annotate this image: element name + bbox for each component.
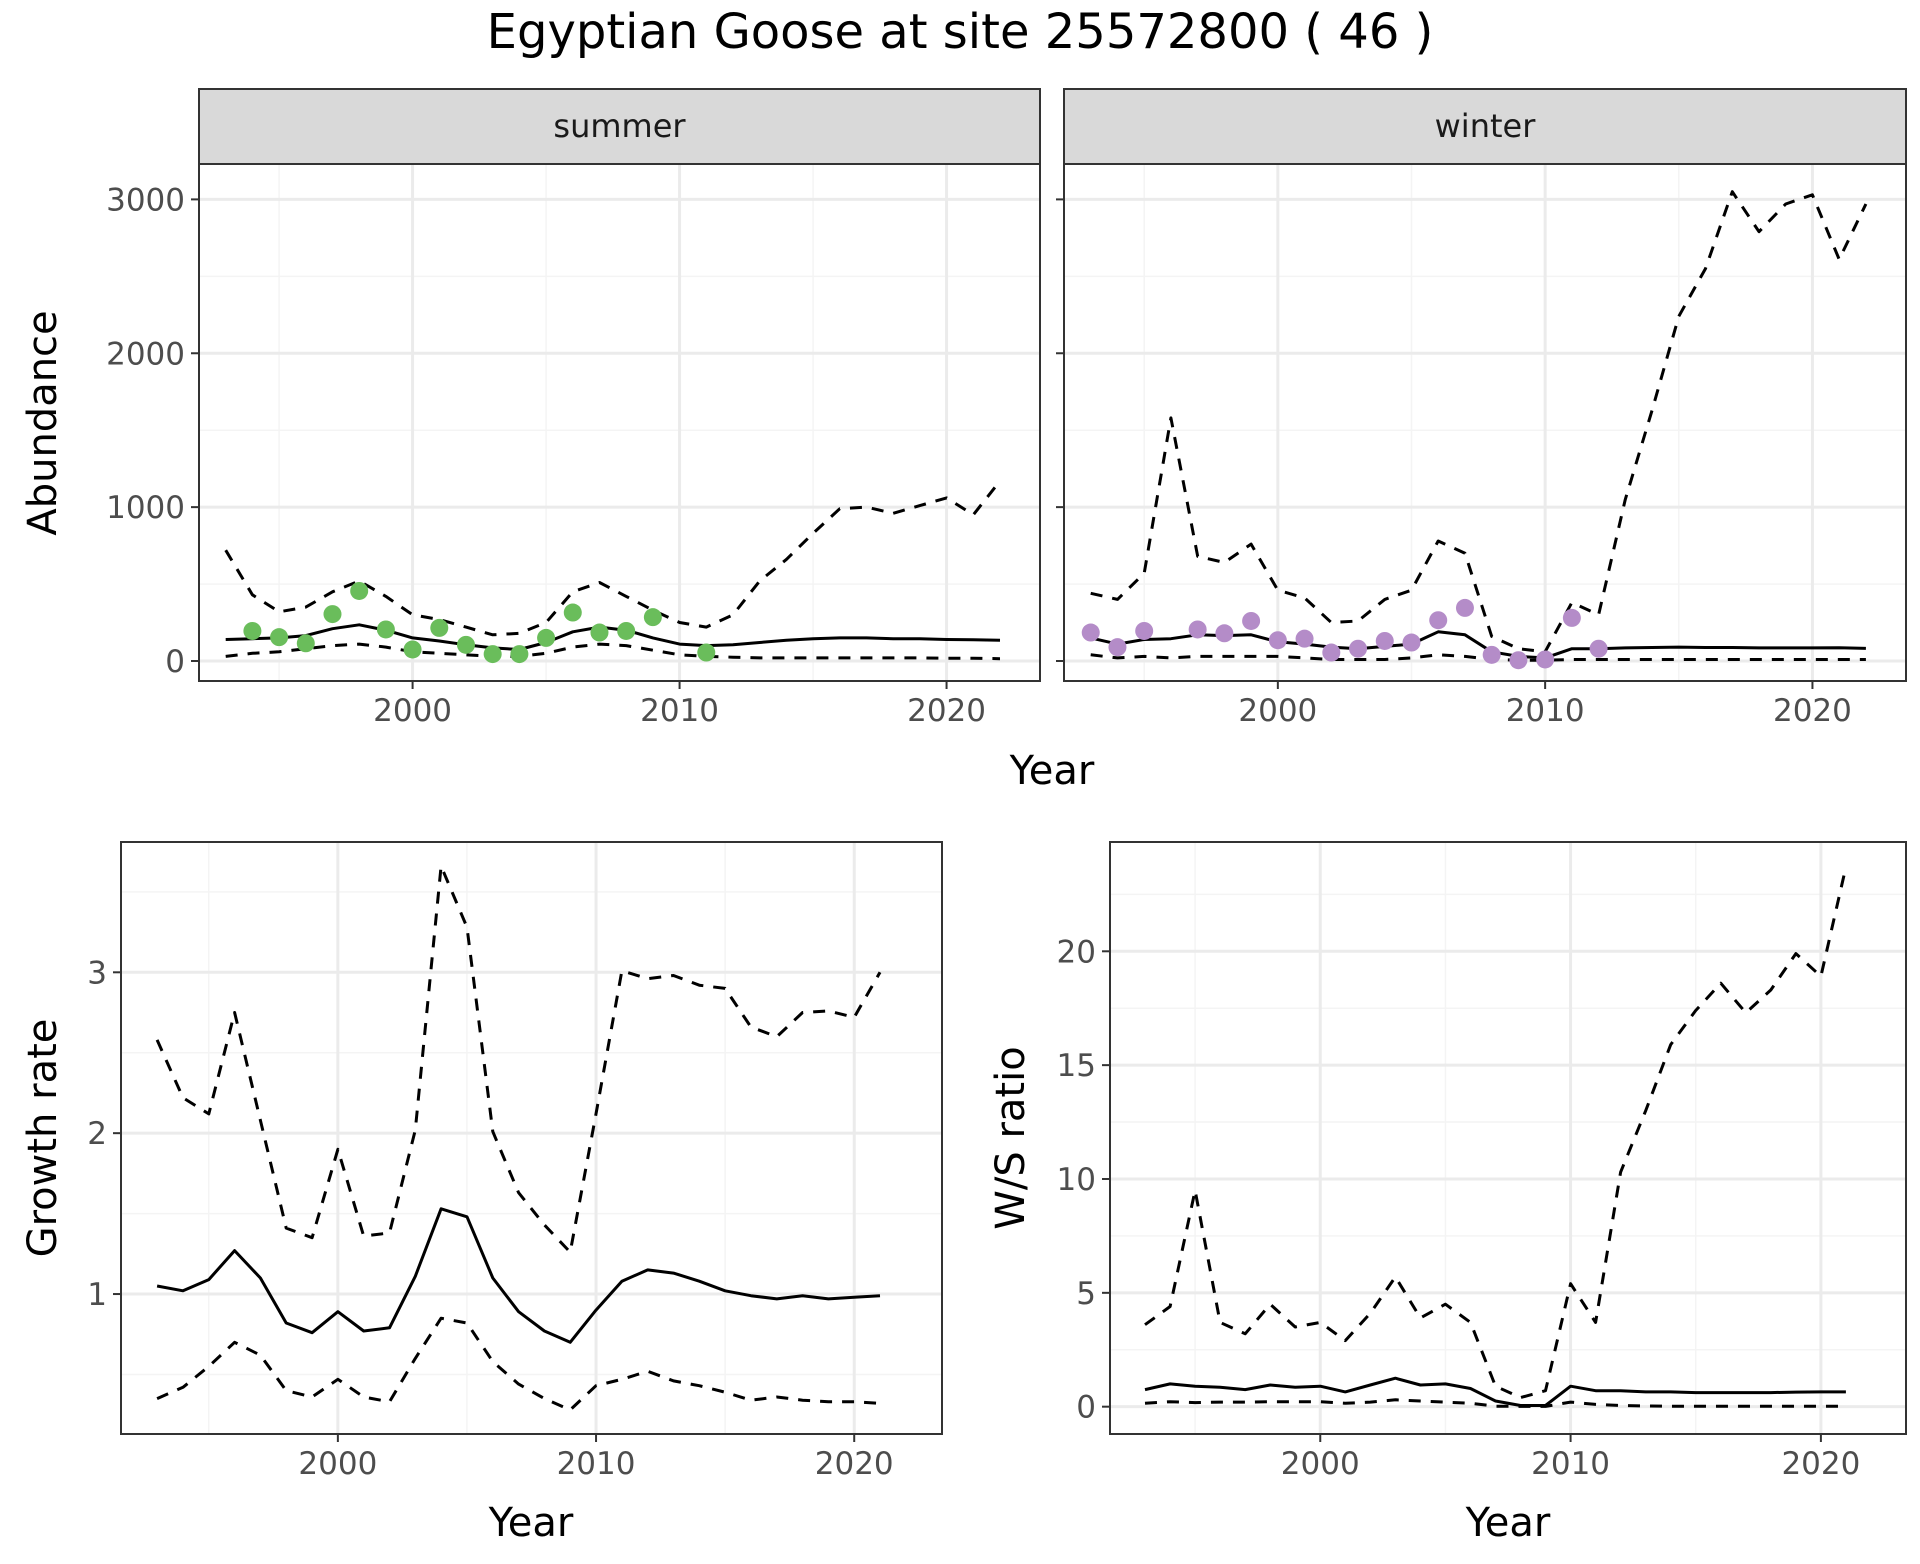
lower-bound-line (1090, 653, 1866, 662)
observed-point (643, 608, 662, 627)
plot-background (1110, 842, 1906, 1434)
panel-abundance-summer: summer 2000 2010 2020 0 1000 2000 3000 (106, 88, 1041, 729)
observed-point (1589, 639, 1608, 658)
observed-point (1188, 620, 1207, 639)
growth-rate-y-axis-label: Growth rate (20, 1019, 66, 1258)
x-tick-label: 2010 (1506, 693, 1585, 729)
x-tick-label: 2010 (557, 1446, 636, 1482)
x-tick-label: 2000 (1281, 1446, 1360, 1482)
x-tick-label: 2010 (640, 693, 719, 729)
observed-point (1268, 631, 1287, 650)
observed-point (590, 623, 609, 642)
observed-point (537, 628, 556, 647)
strip-label-summer: summer (553, 107, 686, 145)
observed-point (483, 645, 502, 664)
panel-ws-ratio: 2000 2010 2020 0 5 10 15 20 (1057, 841, 1907, 1482)
y-tick-label: 0 (1076, 1390, 1096, 1426)
observed-point (1242, 611, 1261, 630)
observed-point (1135, 621, 1154, 640)
growth-rate-x-axis-label: Year (488, 1500, 574, 1546)
y-tick-label: 3 (87, 955, 107, 991)
observed-point (403, 640, 422, 659)
x-tick-label: 2020 (815, 1446, 894, 1482)
observed-point (617, 621, 636, 640)
y-tick-label: 10 (1057, 1162, 1096, 1198)
observed-point (430, 618, 449, 637)
observed-point (243, 621, 262, 640)
observed-point (1295, 629, 1314, 648)
observed-point (1429, 611, 1448, 630)
y-tick-label: 3000 (106, 182, 185, 218)
y-tick-label: 20 (1057, 934, 1096, 970)
plot-background (1064, 164, 1906, 681)
y-tick-label: 0 (165, 644, 185, 680)
y-tick-label: 5 (1076, 1276, 1096, 1312)
observed-point (1402, 633, 1421, 652)
y-tick-label: 2 (87, 1116, 107, 1152)
strip-summer (198, 88, 1041, 165)
abundance-x-axis-label: Year (1009, 748, 1095, 794)
x-tick-label: 2000 (1238, 693, 1317, 729)
observed-point (323, 605, 342, 624)
upper-bound-line (155, 864, 882, 1254)
observed-point (270, 628, 289, 647)
x-tick-label: 2020 (1781, 1446, 1860, 1482)
y-tick-label: 2000 (106, 336, 185, 372)
y-tick-label: 15 (1057, 1048, 1096, 1084)
observed-point (510, 645, 529, 664)
estimate-line (156, 1207, 881, 1344)
lower-bound-line (225, 642, 1001, 661)
observed-point (456, 635, 475, 654)
figure-title: Egyptian Goose at site 25572800 ( 46 ) (487, 4, 1434, 60)
x-tick-label: 2010 (1531, 1446, 1610, 1482)
ws-ratio-y-axis-label: W/S ratio (988, 1046, 1034, 1229)
abundance-y-axis-label: Abundance (20, 310, 66, 535)
observed-point (1509, 651, 1528, 670)
strip-label-winter: winter (1435, 107, 1537, 145)
observed-point (1536, 650, 1555, 669)
estimate-line (1144, 1376, 1846, 1407)
observed-point (1081, 623, 1100, 642)
upper-bound-line (1090, 190, 1868, 654)
plot-background (121, 842, 942, 1434)
x-tick-label: 2020 (1773, 693, 1852, 729)
observed-point (296, 634, 315, 653)
y-tick-label: 1 (87, 1277, 107, 1313)
observed-point (1322, 643, 1341, 662)
x-tick-label: 2020 (907, 693, 986, 729)
panel-growth-rate: 2000 2010 2020 1 2 3 (87, 841, 943, 1482)
observed-point (563, 603, 582, 622)
x-tick-label: 2000 (373, 693, 452, 729)
upper-bound-line (1144, 866, 1848, 1400)
observed-point (697, 643, 716, 662)
x-tick-label: 2000 (298, 1446, 377, 1482)
estimate-line (225, 623, 1001, 651)
strip-winter (1063, 88, 1907, 165)
observed-point (1349, 639, 1368, 658)
observed-point (1482, 645, 1501, 664)
observed-point (1562, 608, 1581, 627)
observed-point (376, 620, 395, 639)
observed-point (1108, 638, 1127, 657)
ws-ratio-x-axis-label: Year (1465, 1500, 1551, 1546)
lower-bound-line (1144, 1398, 1846, 1408)
panel-abundance-winter: winter 2000 2010 2020 (1056, 88, 1907, 729)
observed-point (1455, 598, 1474, 617)
lower-bound-line (156, 1316, 881, 1412)
observed-point (1215, 624, 1234, 643)
upper-bound-line (224, 480, 1002, 637)
observed-point (1375, 631, 1394, 650)
observed-point (350, 581, 369, 600)
y-tick-label: 1000 (106, 490, 185, 526)
plot-background (199, 164, 1040, 681)
